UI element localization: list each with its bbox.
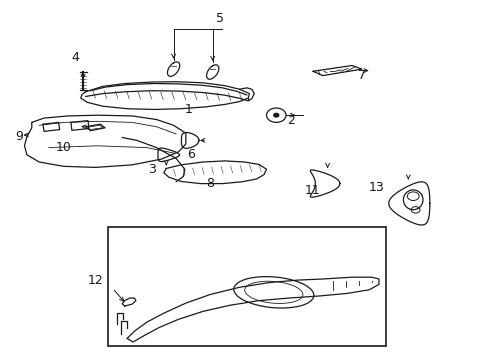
Circle shape xyxy=(273,113,278,117)
Text: 5: 5 xyxy=(216,12,224,24)
Text: 1: 1 xyxy=(184,103,192,116)
Text: 10: 10 xyxy=(56,141,71,154)
Text: 4: 4 xyxy=(72,51,80,64)
Text: 9: 9 xyxy=(16,130,23,143)
Text: 3: 3 xyxy=(147,163,155,176)
Text: 2: 2 xyxy=(286,114,294,127)
Text: 8: 8 xyxy=(206,177,214,190)
Text: 6: 6 xyxy=(186,148,194,161)
Text: 7: 7 xyxy=(357,69,365,82)
Text: 12: 12 xyxy=(87,274,103,287)
Text: 11: 11 xyxy=(305,184,320,197)
Text: 13: 13 xyxy=(368,181,384,194)
Bar xyxy=(107,227,386,346)
